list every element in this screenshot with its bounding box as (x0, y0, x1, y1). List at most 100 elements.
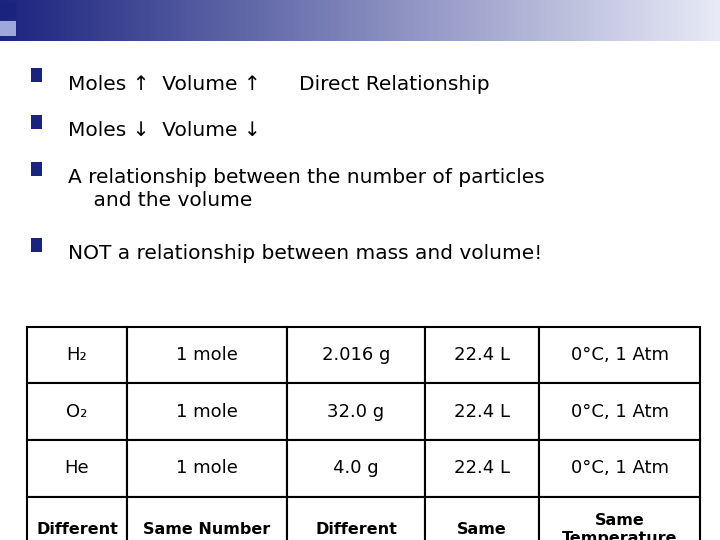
Bar (396, 0, 399, 40)
Bar (156, 0, 159, 40)
Bar (662, 0, 665, 40)
Bar (621, 0, 625, 40)
Bar (461, 0, 464, 40)
Bar (5, 0, 8, 40)
Bar (456, 0, 459, 40)
Bar (14, 0, 17, 40)
Bar (405, 0, 409, 40)
Bar (423, 0, 426, 40)
Bar (315, 0, 318, 40)
Bar (391, 0, 395, 40)
Bar (612, 0, 615, 40)
Bar (173, 0, 176, 40)
Bar (264, 0, 267, 40)
Bar (449, 0, 452, 40)
Bar (509, 0, 512, 40)
Bar (127, 440, 287, 497)
Bar (153, 0, 157, 40)
Bar (677, 0, 680, 40)
Bar (161, 0, 164, 40)
Bar (470, 0, 474, 40)
Bar (451, 0, 454, 40)
Bar (588, 0, 591, 40)
Text: 0°C, 1 Atm: 0°C, 1 Atm (571, 460, 669, 477)
Bar (650, 0, 654, 40)
Bar (425, 497, 539, 540)
Bar (360, 0, 363, 40)
Bar (631, 0, 634, 40)
Bar (286, 0, 289, 40)
Bar (590, 0, 593, 40)
Bar (19, 0, 22, 40)
Bar (693, 0, 697, 40)
Bar (86, 0, 89, 40)
Bar (682, 0, 685, 40)
Bar (377, 0, 380, 40)
Bar (362, 0, 366, 40)
Bar (585, 0, 589, 40)
Bar (307, 0, 310, 40)
Bar (490, 0, 492, 40)
Bar (603, 0, 606, 40)
Bar (487, 0, 490, 40)
Bar (194, 0, 197, 40)
Bar (646, 0, 649, 40)
Bar (27, 440, 127, 497)
Bar (53, 0, 56, 40)
Bar (209, 0, 212, 40)
Text: 2.016 g: 2.016 g (322, 346, 390, 364)
Bar (459, 0, 462, 40)
Text: 0°C, 1 Atm: 0°C, 1 Atm (571, 346, 669, 364)
Bar (189, 0, 193, 40)
Bar (641, 0, 644, 40)
Bar (132, 0, 135, 40)
Bar (243, 0, 246, 40)
Bar (549, 0, 553, 40)
Bar (7, 0, 10, 40)
Bar (96, 0, 99, 40)
Bar (600, 0, 603, 40)
Bar (473, 0, 476, 40)
Bar (482, 0, 485, 40)
Bar (539, 497, 700, 540)
Bar (211, 0, 215, 40)
Bar (130, 0, 132, 40)
Bar (557, 0, 560, 40)
Bar (516, 0, 519, 40)
Bar (660, 0, 663, 40)
Bar (427, 0, 431, 40)
Bar (91, 0, 94, 40)
Bar (333, 0, 337, 40)
Bar (27, 0, 30, 40)
Bar (144, 0, 147, 40)
Text: Moles ↓  Volume ↓: Moles ↓ Volume ↓ (68, 122, 261, 140)
Bar (290, 0, 294, 40)
Bar (425, 327, 539, 383)
Bar (233, 0, 236, 40)
Bar (533, 0, 536, 40)
Bar (581, 0, 584, 40)
Bar (698, 0, 701, 40)
Bar (166, 0, 168, 40)
Bar (653, 0, 656, 40)
Bar (614, 0, 618, 40)
Bar (99, 0, 102, 40)
Text: 22.4 L: 22.4 L (454, 346, 510, 364)
Bar (293, 0, 296, 40)
Bar (110, 0, 114, 40)
Bar (279, 0, 282, 40)
Bar (115, 0, 118, 40)
Bar (252, 0, 255, 40)
Bar (257, 0, 260, 40)
Bar (230, 0, 233, 40)
Bar (65, 0, 68, 40)
Bar (197, 0, 200, 40)
Bar (657, 0, 661, 40)
Bar (336, 0, 339, 40)
Bar (125, 0, 128, 40)
Bar (542, 0, 546, 40)
Bar (31, 116, 42, 129)
Bar (163, 0, 166, 40)
Bar (374, 0, 377, 40)
Bar (468, 0, 471, 40)
